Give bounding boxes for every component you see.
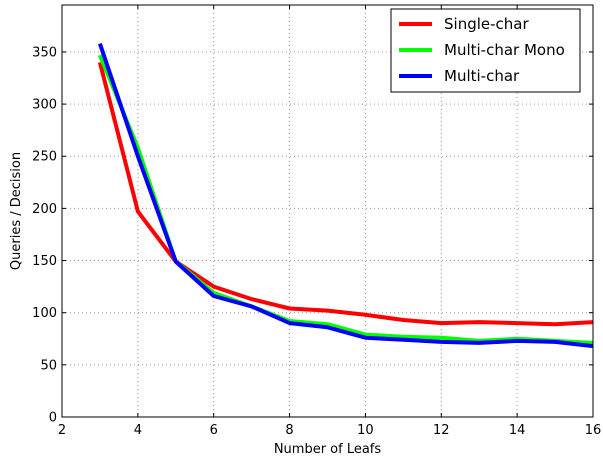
y-axis-label: Queries / Decision: [9, 152, 24, 270]
y-tick-label: 0: [49, 411, 57, 426]
x-tick-label: 2: [58, 423, 66, 438]
series-line-multi-char: [98, 42, 594, 349]
y-tick-label: 200: [32, 202, 57, 217]
y-tick-label: 350: [32, 45, 57, 60]
x-tick-label: 16: [585, 423, 602, 438]
y-tick-label: 100: [32, 306, 57, 321]
legend-label: Multi-char: [444, 67, 520, 85]
x-tick-label: 6: [210, 423, 218, 438]
y-tick-label: 150: [32, 254, 57, 269]
x-tick-label: 10: [357, 423, 374, 438]
x-tick-label: 8: [285, 423, 293, 438]
y-tick-label: 300: [32, 98, 57, 113]
series-line-single-char: [97, 61, 594, 327]
y-tick-label: 50: [40, 358, 57, 373]
plot-frame: [61, 4, 594, 418]
series-lines: [97, 42, 594, 349]
x-tick-label: 14: [509, 423, 526, 438]
legend-label: Multi-char Mono: [444, 41, 565, 59]
x-tick-label: 4: [134, 423, 142, 438]
axis-ticks: 2 4 6 8 10 12 14 16 0 50 100 150 200 250 300 350: [32, 5, 601, 438]
series-line-multi-char-mono: [98, 54, 594, 345]
x-tick-label: 12: [433, 423, 450, 438]
y-tick-label: 250: [32, 150, 57, 165]
x-axis-label: Number of Leafs: [274, 442, 382, 457]
legend: Single-char Multi-char Mono Multi-char: [390, 8, 581, 93]
legend-label: Single-char: [444, 15, 529, 33]
